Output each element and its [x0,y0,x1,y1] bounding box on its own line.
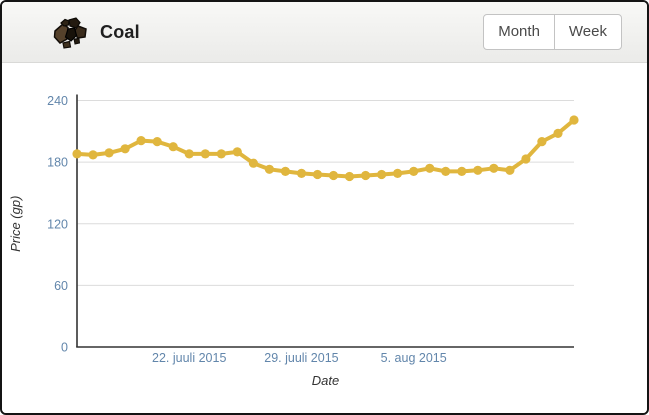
data-point [248,158,258,168]
data-point [344,171,355,182]
card-header: Coal Month Week [2,2,647,63]
data-point [457,166,467,176]
data-point [280,166,290,176]
week-button[interactable]: Week [553,14,622,50]
data-point [409,166,419,176]
x-axis-title: Date [312,373,339,388]
y-tick-label: 240 [47,94,68,108]
data-point [441,166,451,176]
page-title: Coal [100,21,140,42]
data-point [473,165,483,175]
coal-icon [53,16,87,49]
data-point [152,137,162,147]
y-tick-label: 60 [54,279,68,293]
data-point [184,149,194,159]
price-chart: 0 60 120 180 240 22. juuli 2015 29. juuli 2015… [8,94,579,388]
data-point [136,136,146,146]
data-point [569,115,579,125]
data-point [264,164,274,174]
x-tick-label: 5. aug 2015 [381,351,447,365]
data-point [505,165,515,175]
data-point [361,170,371,181]
x-tick-label: 22. juuli 2015 [152,351,226,365]
y-axis-title: Price (gp) [8,196,23,252]
x-tick-label: 29. juuli 2015 [264,351,338,365]
data-point [521,154,531,164]
data-point [393,168,403,178]
data-point [296,168,307,178]
data-point [553,128,563,138]
data-point [489,163,499,173]
price-line [75,118,576,179]
data-point [88,150,98,160]
data-point [72,149,82,159]
data-point [104,148,114,158]
range-toggle-group: Month Week [483,14,622,50]
chart-region: 0 60 120 180 240 22. juuli 2015 29. juuli 2015… [2,63,647,413]
data-point [328,170,339,181]
y-tick-label: 180 [47,156,68,170]
y-tick-label: 120 [47,217,68,231]
data-point [168,142,178,152]
header-title-group: Coal [52,2,140,62]
data-point [120,144,130,154]
y-tick-label: 0 [61,341,68,355]
data-point [216,149,226,159]
data-point [377,169,387,180]
data-point [232,147,242,157]
data-point [425,163,435,173]
data-point [200,149,210,159]
month-button[interactable]: Month [483,14,555,50]
data-point [312,169,323,180]
data-point [537,137,547,147]
